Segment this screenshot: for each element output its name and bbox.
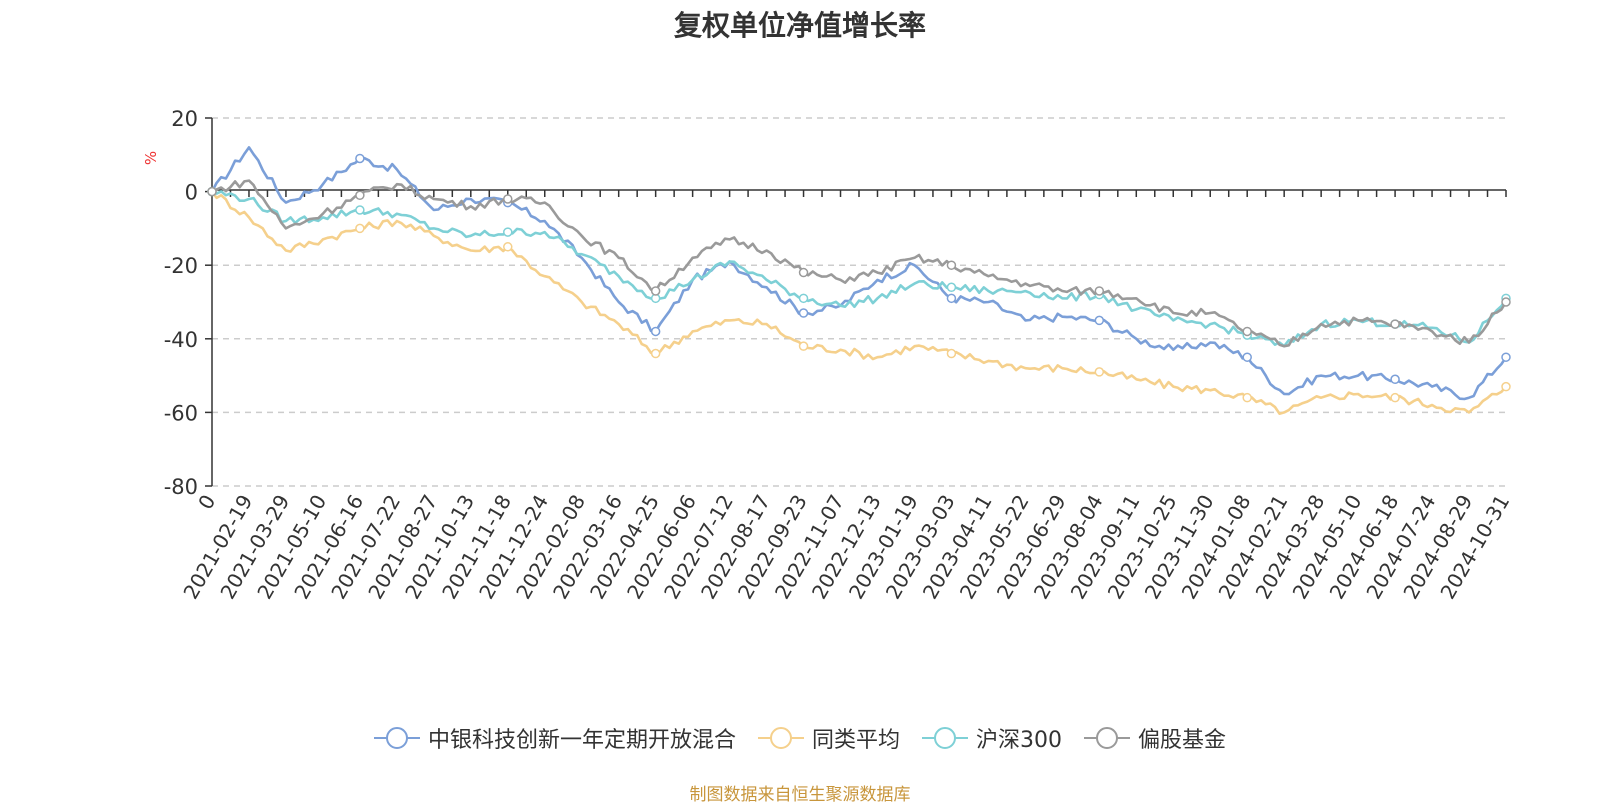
chart-title: 复权单位净值增长率 xyxy=(673,9,926,42)
series-line-2 xyxy=(211,190,1508,348)
x-tick-label: 0 xyxy=(193,491,220,514)
legend: 中银科技创新一年定期开放混合 同类平均 沪深300 偏股基金 xyxy=(0,722,1600,754)
series-point xyxy=(1094,367,1105,377)
series-point xyxy=(1501,297,1511,307)
legend-item[interactable]: 偏股基金 xyxy=(1084,722,1226,754)
y-tick-label: 20 xyxy=(171,107,198,131)
series-point xyxy=(946,293,957,304)
series-point xyxy=(355,205,365,215)
legend-label: 中银科技创新一年定期开放混合 xyxy=(427,728,736,753)
source-note: 制图数据来自恒生聚源数据库 xyxy=(689,785,911,805)
series-point xyxy=(798,293,809,304)
series-point xyxy=(946,260,957,270)
series-point xyxy=(798,341,809,351)
y-tick-label: -20 xyxy=(164,254,198,278)
series-point xyxy=(650,348,661,359)
series-point xyxy=(798,267,809,278)
legend-line-circle-icon xyxy=(373,726,420,750)
series-point xyxy=(355,153,365,164)
series-point xyxy=(1501,381,1511,392)
series-point xyxy=(946,348,957,359)
legend-item[interactable]: 同类平均 xyxy=(757,722,900,754)
series-point xyxy=(946,282,957,293)
series-point xyxy=(207,186,217,197)
axis-labels: 200-20-40-60-80%02021-02-192021-03-29202… xyxy=(142,107,1514,603)
legend-label: 偏股基金 xyxy=(1138,728,1227,753)
legend-item[interactable]: 沪深300 xyxy=(922,722,1062,754)
series-line-0 xyxy=(210,146,1508,401)
series-point xyxy=(355,190,365,201)
series-point xyxy=(1242,392,1252,403)
legend-label: 沪深300 xyxy=(976,728,1062,753)
grid-lines xyxy=(212,117,1506,487)
series-point xyxy=(1390,319,1400,329)
y-tick-label: -60 xyxy=(164,401,198,425)
series-point xyxy=(503,227,513,237)
series-point xyxy=(798,308,809,318)
legend-line-circle-icon xyxy=(757,726,804,750)
series-point xyxy=(1242,326,1252,337)
series-point xyxy=(1390,392,1400,403)
y-tick-label: -40 xyxy=(164,328,198,352)
series-point xyxy=(1390,374,1400,385)
series-line-3 xyxy=(211,179,1508,348)
series-point xyxy=(503,242,513,252)
series-point xyxy=(1094,315,1105,326)
y-axis-label: % xyxy=(142,151,160,165)
series-line-1 xyxy=(210,190,1507,415)
y-tick-label: 0 xyxy=(185,181,198,205)
series-lines xyxy=(207,146,1511,415)
series-point xyxy=(650,326,661,337)
legend-line-circle-icon xyxy=(922,726,968,750)
series-point xyxy=(355,223,365,234)
series-point xyxy=(1094,286,1105,296)
legend-label: 同类平均 xyxy=(811,728,900,753)
legend-line-circle-icon xyxy=(1084,726,1130,750)
series-point xyxy=(1501,352,1511,362)
axes xyxy=(205,117,1507,487)
legend-item[interactable]: 中银科技创新一年定期开放混合 xyxy=(373,722,736,754)
series-point xyxy=(503,194,513,204)
series-point xyxy=(1242,352,1252,362)
y-tick-label: -80 xyxy=(164,475,198,499)
series-point xyxy=(650,286,661,296)
